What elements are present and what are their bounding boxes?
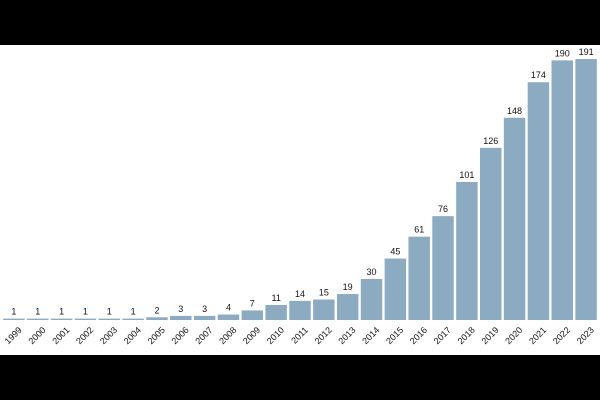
data-label: 11 bbox=[271, 293, 280, 303]
data-label: 126 bbox=[483, 136, 498, 146]
data-label: 174 bbox=[531, 70, 546, 80]
data-label: 7 bbox=[250, 298, 255, 308]
data-label: 15 bbox=[319, 288, 329, 298]
data-label: 3 bbox=[178, 304, 183, 314]
data-label: 3 bbox=[202, 304, 207, 314]
bar bbox=[575, 59, 597, 320]
bar bbox=[193, 315, 216, 320]
bar bbox=[456, 181, 478, 320]
bar bbox=[217, 314, 240, 320]
bar bbox=[3, 318, 25, 320]
data-label: 1 bbox=[131, 307, 136, 317]
data-label: 1 bbox=[59, 307, 64, 317]
data-label: 14 bbox=[295, 289, 305, 299]
data-label: 1 bbox=[11, 307, 16, 317]
bar bbox=[313, 299, 335, 320]
bar bbox=[265, 304, 287, 320]
bar bbox=[241, 310, 264, 320]
bottom-band bbox=[0, 355, 600, 400]
data-label: 1 bbox=[35, 307, 40, 317]
bar bbox=[146, 317, 168, 320]
bar bbox=[170, 315, 192, 320]
bar bbox=[74, 318, 97, 320]
bar bbox=[503, 117, 526, 321]
data-label: 190 bbox=[555, 48, 570, 58]
bar bbox=[122, 318, 144, 320]
bar bbox=[336, 294, 359, 320]
data-label: 1 bbox=[107, 307, 112, 317]
bar bbox=[50, 318, 73, 320]
data-label: 148 bbox=[507, 106, 522, 116]
bar bbox=[289, 300, 311, 320]
data-label: 1 bbox=[83, 307, 88, 317]
data-label: 19 bbox=[343, 282, 353, 292]
data-label: 4 bbox=[226, 303, 231, 313]
data-label: 61 bbox=[414, 225, 424, 235]
bar bbox=[408, 236, 430, 320]
bar bbox=[479, 147, 502, 320]
data-label: 191 bbox=[579, 47, 594, 57]
data-label: 101 bbox=[459, 170, 474, 180]
data-label: 30 bbox=[367, 267, 377, 277]
bar bbox=[551, 60, 573, 321]
bar bbox=[384, 258, 407, 320]
bar bbox=[527, 82, 550, 320]
data-label: 45 bbox=[390, 247, 400, 257]
data-label: 2 bbox=[154, 305, 159, 315]
data-label: 76 bbox=[438, 204, 448, 214]
bar bbox=[432, 216, 454, 320]
top-band bbox=[0, 0, 600, 45]
bar bbox=[98, 318, 121, 320]
bar bbox=[360, 279, 383, 320]
bar bbox=[27, 318, 49, 320]
